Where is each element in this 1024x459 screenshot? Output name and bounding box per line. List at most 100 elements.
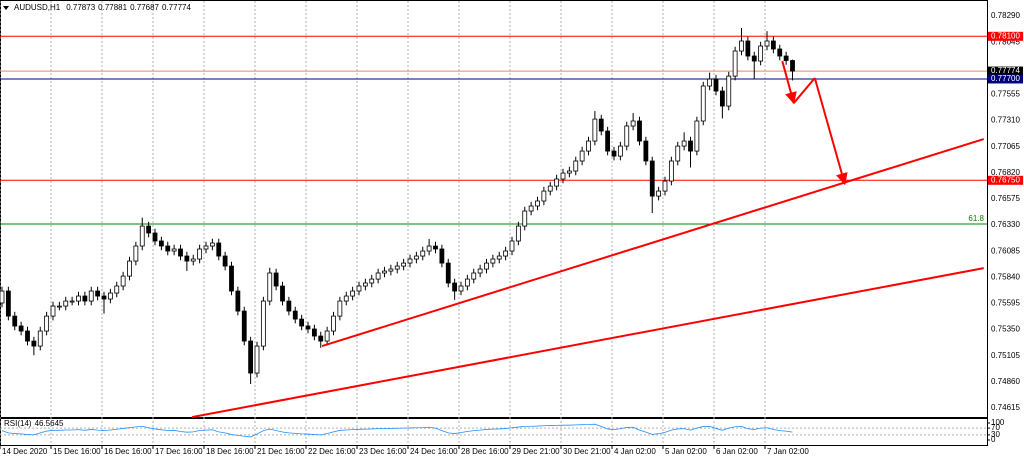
x-tick-label: 17 Dec 16:00 xyxy=(155,447,203,456)
candle-body xyxy=(324,330,330,342)
candle-body xyxy=(739,40,744,52)
level-label: 0.76750 xyxy=(991,175,1020,184)
x-tick-label: 18 Dec 16:00 xyxy=(206,447,254,456)
header-price: 0.77873 xyxy=(66,3,95,12)
arrow xyxy=(793,77,816,104)
candle-body xyxy=(133,245,139,262)
candle-body xyxy=(554,178,560,187)
candle-body xyxy=(783,55,789,61)
arrow xyxy=(813,77,848,186)
price-pane xyxy=(0,0,988,418)
candle-body xyxy=(566,170,572,174)
candle-body xyxy=(413,255,419,260)
candle-body xyxy=(439,248,445,264)
candle-body xyxy=(586,140,591,152)
candle-body xyxy=(707,78,713,87)
x-tick-label: 16 Dec 16:00 xyxy=(104,447,152,456)
candle-body xyxy=(700,85,706,122)
candle-body xyxy=(433,245,438,250)
candle-body xyxy=(598,118,604,132)
candle-body xyxy=(522,210,528,227)
y-tick-label: 0.75595 xyxy=(991,299,1020,308)
candle-body xyxy=(241,310,247,342)
candle-body xyxy=(515,225,521,242)
y-tick-label: 0.77555 xyxy=(991,90,1020,99)
candle-body xyxy=(560,172,566,180)
candle-body xyxy=(388,268,394,272)
candle-body xyxy=(25,330,30,342)
y-tick-label: 0.75350 xyxy=(991,325,1020,334)
y-tick-label: 0.76330 xyxy=(991,220,1020,229)
candle-body xyxy=(267,272,273,302)
y-tick-label: 0.76085 xyxy=(991,246,1020,255)
candle-body xyxy=(56,305,62,308)
candle-body xyxy=(178,248,183,257)
candle-body xyxy=(713,78,719,92)
x-tick-label: 22 Dec 16:00 xyxy=(308,447,356,456)
candle-body xyxy=(509,240,515,252)
candle-body xyxy=(624,125,630,147)
candle-body xyxy=(732,50,738,77)
candle-body xyxy=(662,180,668,192)
candle-body xyxy=(0,290,5,304)
candle-body xyxy=(318,335,324,342)
candle-body xyxy=(535,200,540,207)
candle-body xyxy=(719,90,725,107)
candle-body xyxy=(197,248,203,260)
candle-body xyxy=(745,40,751,57)
candle-body xyxy=(146,225,152,234)
candle-body xyxy=(127,260,132,277)
menu-icon xyxy=(3,6,9,10)
candle-body xyxy=(216,242,222,257)
candle-body xyxy=(445,262,451,284)
indicator-value: 46.5645 xyxy=(35,419,64,428)
candle-body xyxy=(420,250,426,257)
indicator-title: RSI(14) xyxy=(4,419,32,428)
x-tick-label: 7 Jan 02:00 xyxy=(767,447,809,456)
candle-body xyxy=(280,285,285,302)
y-tick-label: 100 xyxy=(991,418,1005,427)
candle-body xyxy=(343,295,349,302)
candle-body xyxy=(260,300,266,347)
level-label-box xyxy=(988,31,1023,41)
candle-body xyxy=(547,185,553,192)
candle-body xyxy=(254,345,260,374)
candle-body xyxy=(305,325,311,330)
trend-line xyxy=(321,138,985,348)
y-tick-label: 0.76820 xyxy=(991,168,1020,177)
y-tick-label: 0.76575 xyxy=(991,194,1020,203)
candle-body xyxy=(382,270,387,274)
candle-body xyxy=(292,310,298,320)
candle-body xyxy=(407,258,413,264)
level-label: 61.8 xyxy=(968,214,984,223)
candle-body xyxy=(777,48,783,57)
candle-body xyxy=(5,290,11,317)
candle-body xyxy=(331,315,336,332)
header-price: 0.77687 xyxy=(130,3,159,12)
candle-body xyxy=(362,282,368,287)
candle-body xyxy=(273,272,279,287)
candle-body xyxy=(630,120,636,127)
candle-body xyxy=(643,140,649,162)
candle-body xyxy=(490,258,496,264)
candle-body xyxy=(790,60,795,72)
grid-layer xyxy=(0,1,990,449)
candle-body xyxy=(758,45,764,62)
candle-body xyxy=(617,145,623,157)
candle-body xyxy=(458,285,464,292)
trend-line xyxy=(191,267,984,419)
y-tick-label: 0.74615 xyxy=(991,403,1020,412)
level-label-box xyxy=(988,66,1023,76)
x-tick-label: 24 Dec 16:00 xyxy=(410,447,458,456)
candle-body xyxy=(31,340,37,347)
candle-body xyxy=(611,150,617,157)
candle-body xyxy=(88,290,94,302)
y-tick-label: 0.74860 xyxy=(991,377,1020,386)
rsi-pane xyxy=(0,418,988,446)
candle-body xyxy=(369,278,375,284)
candle-body xyxy=(63,300,69,307)
x-tick-label: 23 Dec 16:00 xyxy=(359,447,407,456)
candle-body xyxy=(668,160,674,182)
candle-body xyxy=(452,282,458,292)
candle-body xyxy=(95,290,101,297)
